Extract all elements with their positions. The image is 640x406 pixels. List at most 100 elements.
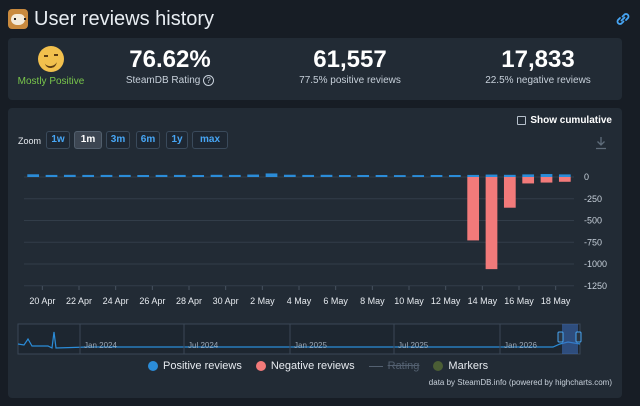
navigator[interactable]: Jan 2024 Jul 2024 Jan 2025 Jul 2025 Jan …: [17, 323, 582, 355]
positive-bar[interactable]: [27, 174, 40, 177]
chart-bars: [27, 173, 571, 270]
cumulative-label: Show cumulative: [530, 115, 612, 126]
download-icon[interactable]: [594, 136, 608, 150]
positive-label: 77.5% positive reviews: [299, 75, 401, 86]
positive-bar[interactable]: [63, 174, 76, 177]
positive-bar[interactable]: [430, 174, 443, 177]
navigator-handle-right[interactable]: [575, 331, 582, 343]
legend-line-icon: [368, 365, 383, 367]
positive-bar[interactable]: [45, 174, 58, 177]
positive-bar[interactable]: [412, 175, 425, 177]
chart-legend: Positive reviews Negative reviews Rating…: [148, 360, 502, 372]
mood-stat: Mostly Positive: [8, 38, 94, 100]
reviews-chart[interactable]: 0 -250 -500 -750 -1000 -1250 20 Apr 22 Apr 24 Ap…: [8, 108, 622, 356]
legend-label: Negative reviews: [270, 360, 355, 372]
negative-bar[interactable]: [522, 177, 535, 184]
navigator-label: Jan 2025: [294, 341, 327, 350]
positive-bar[interactable]: [558, 174, 571, 177]
x-tick-label: 18 May: [541, 296, 571, 306]
positive-bar[interactable]: [247, 174, 260, 177]
positive-bar[interactable]: [338, 174, 351, 177]
legend-rating[interactable]: Rating: [368, 360, 420, 372]
positive-bar[interactable]: [283, 174, 296, 177]
legend-markers[interactable]: Markers: [433, 360, 488, 372]
axis-labels: 0 -250 -500 -750 -1000 -1250 20 Apr 22 Apr 24 Ap…: [29, 172, 607, 306]
positive-bar[interactable]: [467, 174, 480, 177]
corgi-logo: [8, 9, 28, 29]
zoom-max-button[interactable]: max: [192, 131, 228, 149]
rating-label: SteamDB Rating: [125, 75, 201, 86]
positive-bar[interactable]: [155, 174, 168, 177]
positive-bar[interactable]: [228, 174, 241, 177]
zoom-1y-button[interactable]: 1y: [166, 131, 188, 149]
negative-bar[interactable]: [503, 177, 516, 208]
negative-bar[interactable]: [485, 177, 498, 270]
positive-bar[interactable]: [393, 175, 406, 177]
legend-label: Rating: [387, 360, 420, 372]
positive-bar[interactable]: [192, 174, 205, 177]
negative-stat: 17,833 22.5% negative reviews: [466, 38, 610, 100]
positive-stat: 61,557 77.5% positive reviews: [278, 38, 422, 100]
mood-label: Mostly Positive: [17, 76, 85, 87]
rating-label-row: SteamDB Rating ?: [108, 75, 232, 86]
positive-bar[interactable]: [137, 174, 150, 177]
positive-bar[interactable]: [448, 174, 461, 177]
positive-bar[interactable]: [100, 174, 113, 177]
x-tick-label: 12 May: [431, 296, 461, 306]
legend-dot-icon: [433, 361, 444, 371]
page-header: User reviews history: [8, 4, 632, 34]
x-tick-label: 22 Apr: [66, 296, 92, 306]
positive-bar[interactable]: [302, 174, 315, 177]
positive-bar[interactable]: [173, 174, 186, 177]
y-tick-label: -1250: [584, 281, 607, 291]
x-tick-label: 2 May: [250, 296, 275, 306]
negative-bar[interactable]: [540, 177, 553, 183]
positive-bar[interactable]: [118, 174, 131, 177]
x-tick-label: 26 Apr: [139, 296, 165, 306]
positive-bar[interactable]: [503, 174, 516, 177]
help-icon[interactable]: ?: [203, 75, 215, 86]
chart-credit: data by SteamDB.info (powered by highcha…: [428, 378, 612, 387]
legend-dot-icon: [148, 361, 158, 371]
navigator-label: Jan 2026: [504, 341, 537, 350]
legend-positive[interactable]: Positive reviews: [148, 360, 242, 372]
positive-bar[interactable]: [82, 174, 95, 177]
positive-bar[interactable]: [210, 174, 223, 177]
review-summary: Mostly Positive 76.62% SteamDB Rating ? …: [8, 38, 622, 100]
smiley-icon: [38, 46, 64, 72]
page-title: User reviews history: [34, 7, 215, 30]
x-tick-label: 6 May: [323, 296, 348, 306]
zoom-1w-button[interactable]: 1w: [46, 131, 70, 149]
x-tick-label: 4 May: [287, 296, 312, 306]
positive-bar[interactable]: [375, 174, 388, 177]
zoom-6m-button[interactable]: 6m: [136, 131, 160, 149]
x-tick-label: 16 May: [504, 296, 534, 306]
navigator-handle-left[interactable]: [557, 331, 564, 343]
chart-panel: Show cumulative Zoom 1w 1m 3m 6m 1y max …: [8, 108, 622, 398]
negative-bar[interactable]: [467, 177, 480, 241]
y-tick-label: -500: [584, 216, 602, 226]
navigator-label: Jul 2025: [398, 341, 429, 350]
y-tick-label: -250: [584, 194, 602, 204]
zoom-label: Zoom: [18, 136, 42, 146]
zoom-3m-button[interactable]: 3m: [106, 131, 130, 149]
positive-bar[interactable]: [540, 174, 553, 177]
positive-bar[interactable]: [320, 174, 333, 177]
navigator-label: Jul 2024: [188, 341, 219, 350]
positive-bar[interactable]: [357, 174, 370, 177]
legend-negative[interactable]: Negative reviews: [255, 360, 355, 372]
show-cumulative-toggle[interactable]: Show cumulative: [517, 115, 612, 126]
x-tick-label: 10 May: [394, 296, 424, 306]
x-tick-label: 8 May: [360, 296, 385, 306]
link-icon[interactable]: [614, 10, 632, 28]
positive-bar[interactable]: [522, 174, 535, 177]
navigator-series: [17, 331, 581, 349]
cumulative-checkbox[interactable]: [517, 116, 527, 125]
zoom-1m-button[interactable]: 1m: [74, 131, 102, 149]
positive-bar[interactable]: [265, 173, 278, 177]
negative-label: 22.5% negative reviews: [485, 75, 591, 86]
positive-count: 61,557: [313, 46, 387, 73]
navigator-selection[interactable]: [562, 324, 578, 354]
positive-bar[interactable]: [485, 174, 498, 177]
negative-bar[interactable]: [558, 177, 571, 182]
